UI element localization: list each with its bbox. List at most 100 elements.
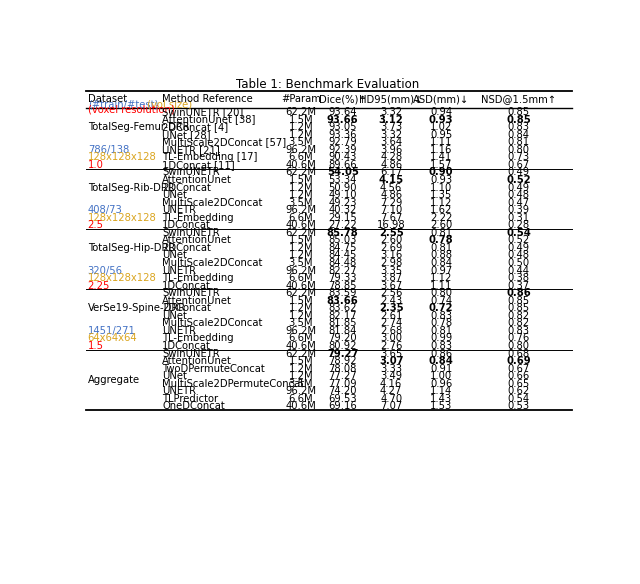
Text: UNet: UNet [162, 190, 187, 200]
Text: 0.69: 0.69 [506, 356, 531, 366]
Text: 96.2M: 96.2M [285, 205, 316, 215]
Text: 0.49: 0.49 [508, 243, 530, 253]
Text: VerSe19-Spine-DRR: VerSe19-Spine-DRR [88, 303, 186, 313]
Text: 0.84: 0.84 [508, 130, 530, 140]
Text: 1.11: 1.11 [430, 280, 452, 291]
Text: 128x128x128: 128x128x128 [88, 152, 157, 162]
Text: 62.2M: 62.2M [285, 168, 316, 178]
Text: 93.64: 93.64 [328, 107, 357, 117]
Text: AttentionUnet: AttentionUnet [162, 235, 232, 245]
Text: 3.87: 3.87 [380, 273, 402, 283]
Text: 3.5M: 3.5M [289, 137, 313, 147]
Text: ASD(mm)↓: ASD(mm)↓ [413, 94, 469, 104]
Text: 0.48: 0.48 [508, 251, 530, 260]
Text: 3.73: 3.73 [380, 122, 402, 132]
Text: AttentionUnet [38]: AttentionUnet [38] [162, 114, 255, 124]
Text: 3.5M: 3.5M [289, 197, 313, 207]
Text: 2.56: 2.56 [380, 288, 403, 298]
Text: TotalSeg-Hip-DRR: TotalSeg-Hip-DRR [88, 243, 175, 253]
Text: 2.74: 2.74 [380, 318, 403, 328]
Text: 1.5M: 1.5M [289, 114, 313, 124]
Text: UNet: UNet [162, 371, 187, 381]
Text: 27.22: 27.22 [328, 220, 357, 230]
Text: 0.81: 0.81 [508, 137, 530, 147]
Text: 78.85: 78.85 [328, 280, 357, 291]
Text: 0.81: 0.81 [430, 228, 452, 238]
Text: 83.66: 83.66 [327, 296, 358, 305]
Text: 0.76: 0.76 [508, 333, 530, 343]
Text: 84.48: 84.48 [328, 258, 357, 268]
Text: 2.25: 2.25 [88, 280, 110, 291]
Text: 0.49: 0.49 [508, 168, 530, 178]
Text: UNETR: UNETR [162, 326, 196, 336]
Text: 6.6M: 6.6M [289, 333, 313, 343]
Text: 0.49: 0.49 [508, 183, 530, 193]
Text: 1.16: 1.16 [430, 145, 452, 155]
Text: 2.35: 2.35 [379, 303, 403, 313]
Text: 1DConcat: 1DConcat [162, 280, 211, 291]
Text: 0.44: 0.44 [508, 266, 530, 276]
Text: 0.96: 0.96 [430, 378, 452, 389]
Text: 0.67: 0.67 [508, 364, 530, 374]
Text: 3.12: 3.12 [379, 114, 404, 124]
Text: 3.35: 3.35 [380, 266, 402, 276]
Text: 1.5M: 1.5M [289, 235, 313, 245]
Text: 49.23: 49.23 [328, 197, 357, 207]
Text: 29.15: 29.15 [328, 213, 357, 223]
Text: 1.10: 1.10 [430, 183, 452, 193]
Text: (voxel resolution): (voxel resolution) [88, 105, 175, 115]
Text: 84.45: 84.45 [328, 251, 357, 260]
Text: 0.85: 0.85 [508, 107, 530, 117]
Text: OneDConcat: OneDConcat [162, 401, 225, 411]
Text: 1.0: 1.0 [88, 160, 104, 170]
Text: 78.08: 78.08 [328, 364, 357, 374]
Text: 0.67: 0.67 [508, 160, 530, 170]
Text: UNETR: UNETR [162, 266, 196, 276]
Text: 83.62: 83.62 [328, 303, 357, 313]
Text: 0.47: 0.47 [508, 197, 530, 207]
Text: Aggregate: Aggregate [88, 375, 140, 385]
Text: 40.6M: 40.6M [285, 341, 316, 351]
Text: 80.92: 80.92 [328, 341, 357, 351]
Text: 408/73: 408/73 [88, 205, 122, 215]
Text: 79.27: 79.27 [327, 349, 358, 359]
Text: 2DConcat: 2DConcat [162, 303, 211, 313]
Text: 53.34: 53.34 [328, 175, 357, 185]
Text: 77.27: 77.27 [328, 371, 357, 381]
Text: 2.60: 2.60 [430, 220, 452, 230]
Text: 128x128x128: 128x128x128 [88, 273, 157, 283]
Text: 0.31: 0.31 [508, 213, 530, 223]
Text: TLPredictor: TLPredictor [162, 394, 218, 404]
Text: 0.52: 0.52 [508, 235, 530, 245]
Text: 0.50: 0.50 [508, 258, 530, 268]
Text: 0.39: 0.39 [508, 205, 530, 215]
Text: 81.84: 81.84 [328, 326, 357, 336]
Text: 3.5M: 3.5M [289, 378, 313, 389]
Text: 40.6M: 40.6M [285, 401, 316, 411]
Text: (#train/#test): (#train/#test) [88, 99, 158, 109]
Text: 78.92: 78.92 [328, 356, 357, 366]
Text: HD95(mm)↓: HD95(mm)↓ [360, 94, 423, 104]
Text: 4.86: 4.86 [380, 160, 402, 170]
Text: TL-Embedding [17]: TL-Embedding [17] [162, 152, 257, 162]
Text: 7.67: 7.67 [380, 213, 403, 223]
Text: MultiScale2DConcat: MultiScale2DConcat [162, 197, 262, 207]
Text: 3.33: 3.33 [380, 364, 402, 374]
Text: 0.80: 0.80 [508, 145, 530, 155]
Text: 90.43: 90.43 [328, 152, 357, 162]
Text: 2.43: 2.43 [380, 296, 402, 305]
Text: SwinUNETR: SwinUNETR [162, 228, 220, 238]
Text: 40.6M: 40.6M [285, 280, 316, 291]
Text: 85.78: 85.78 [327, 228, 358, 238]
Text: 62.2M: 62.2M [285, 349, 316, 359]
Text: 1.12: 1.12 [430, 197, 452, 207]
Text: AttentionUnet: AttentionUnet [162, 356, 232, 366]
Text: 1.2M: 1.2M [289, 303, 313, 313]
Text: TotalSeg-Femur-DRR: TotalSeg-Femur-DRR [88, 122, 189, 132]
Text: 1.2M: 1.2M [289, 364, 313, 374]
Text: 82.27: 82.27 [328, 266, 357, 276]
Text: 1.2M: 1.2M [289, 183, 313, 193]
Text: 6.6M: 6.6M [289, 152, 313, 162]
Text: 79.20: 79.20 [328, 333, 357, 343]
Text: 1.43: 1.43 [430, 394, 452, 404]
